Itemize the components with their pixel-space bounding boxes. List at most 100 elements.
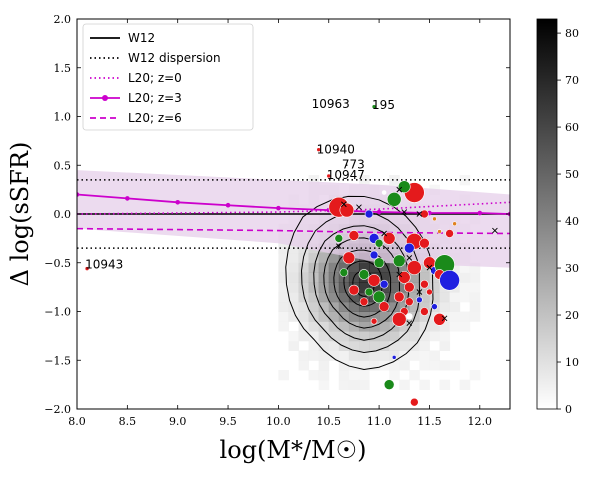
- data-point: [407, 261, 421, 275]
- colorbar-tick-label: 80: [565, 27, 579, 40]
- data-point: [394, 292, 404, 302]
- data-point: [373, 291, 385, 303]
- heat-cell: [399, 380, 410, 390]
- x-tick-label: 8.0: [68, 415, 86, 428]
- data-point: [365, 288, 373, 296]
- heat-cell: [339, 370, 350, 380]
- heat-cell: [470, 370, 481, 380]
- l20-z3-marker: [276, 206, 281, 211]
- data-point: [370, 251, 378, 259]
- data-point: [343, 252, 355, 264]
- y-tick-label: −0.5: [44, 257, 71, 270]
- colorbar-ticks: 01020304050607080: [557, 27, 579, 416]
- heat-cell: [389, 370, 400, 380]
- x-tick-label: 9.5: [219, 415, 237, 428]
- colorbar-tick-label: 50: [565, 168, 579, 181]
- heat-cell: [460, 312, 471, 322]
- heat-cell: [329, 263, 340, 273]
- point-label: 195: [372, 98, 395, 112]
- heat-cell: [379, 351, 390, 361]
- heat-cell: [470, 273, 481, 283]
- point-label: 10947: [327, 168, 365, 182]
- heat-cell: [309, 341, 320, 351]
- heat-cell: [450, 292, 461, 302]
- data-point: [375, 239, 383, 247]
- point-label: 10940: [317, 143, 355, 157]
- heat-cell: [389, 175, 400, 185]
- heat-cell: [419, 360, 430, 370]
- heat-cell: [288, 253, 299, 263]
- heat-cell: [450, 321, 461, 331]
- heat-cell: [409, 370, 420, 380]
- data-point: [374, 258, 384, 268]
- heat-cell: [450, 360, 461, 370]
- data-point: [420, 210, 428, 218]
- heat-cell: [409, 331, 420, 341]
- heat-cell: [299, 312, 310, 322]
- colorbar-tick-label: 20: [565, 309, 579, 322]
- data-point: [392, 355, 396, 359]
- heat-cell: [369, 341, 380, 351]
- y-tick-label: −1.5: [44, 354, 71, 367]
- data-point: [440, 270, 460, 290]
- data-point: [392, 312, 406, 326]
- data-point: [406, 313, 412, 319]
- heat-cell: [440, 331, 451, 341]
- x-tick-label: 10.0: [266, 415, 291, 428]
- heat-cell: [278, 302, 289, 312]
- data-point: [349, 285, 359, 295]
- colorbar-tick-label: 70: [565, 74, 579, 87]
- point-label: 10963: [312, 97, 350, 111]
- heat-cell: [319, 302, 330, 312]
- heat-cell: [349, 380, 360, 390]
- data-point: [360, 298, 368, 306]
- data-point: [387, 192, 401, 206]
- data-point: [420, 280, 428, 288]
- l20-z3-marker: [175, 200, 180, 205]
- heat-cell: [460, 321, 471, 331]
- heat-cell: [288, 341, 299, 351]
- heat-cell: [440, 341, 451, 351]
- l20-z3-marker: [377, 210, 382, 215]
- heat-cell: [339, 302, 350, 312]
- heat-cell: [460, 380, 471, 390]
- heat-cell: [349, 370, 360, 380]
- heat-cell: [460, 292, 471, 302]
- heat-cell: [339, 380, 350, 390]
- data-point: [379, 302, 389, 312]
- heat-cell: [309, 351, 320, 361]
- data-point: [419, 238, 429, 248]
- heat-cell: [440, 302, 451, 312]
- heat-cell: [309, 370, 320, 380]
- heat-cell: [470, 282, 481, 292]
- heat-cell: [288, 263, 299, 273]
- heat-cell: [359, 341, 370, 351]
- data-point: [416, 297, 422, 303]
- data-point: [446, 230, 454, 238]
- heat-cell: [278, 263, 289, 273]
- y-tick-label: −1.0: [44, 306, 71, 319]
- y-tick-label: 0.0: [54, 208, 72, 221]
- heat-cell: [359, 380, 370, 390]
- heat-cell: [409, 321, 420, 331]
- data-point: [365, 210, 373, 218]
- l20-z3-marker: [226, 203, 231, 208]
- heat-cell: [288, 273, 299, 283]
- point-label: 10943: [85, 258, 123, 272]
- data-point: [340, 269, 348, 277]
- data-point: [426, 289, 432, 295]
- heat-cell: [349, 351, 360, 361]
- x-tick-label: 8.5: [119, 415, 137, 428]
- heat-cell: [349, 263, 360, 273]
- heat-cell: [440, 292, 451, 302]
- colorbar-tick-label: 40: [565, 215, 579, 228]
- heat-cell: [299, 360, 310, 370]
- heat-cell: [299, 282, 310, 292]
- data-point: [380, 280, 388, 288]
- data-point: [340, 203, 354, 217]
- heat-cell: [409, 351, 420, 361]
- heat-cell: [359, 370, 370, 380]
- heat-cell: [319, 360, 330, 370]
- data-point: [432, 217, 436, 221]
